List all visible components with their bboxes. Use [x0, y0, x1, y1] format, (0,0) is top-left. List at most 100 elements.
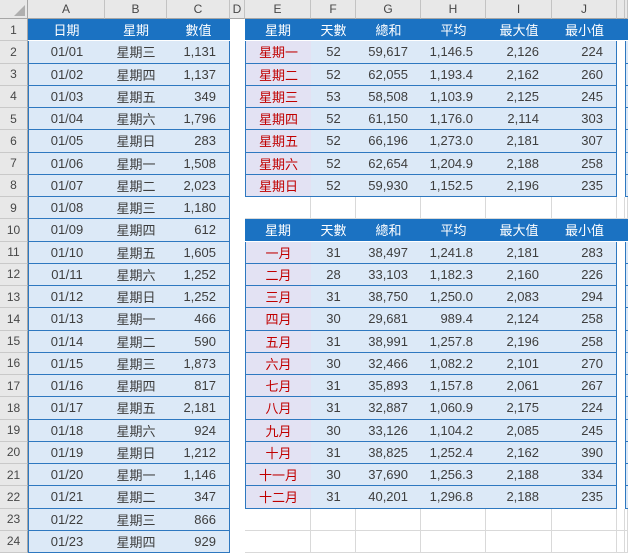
cell-G18[interactable]: 32,887	[356, 397, 421, 420]
cell-J13[interactable]: 294	[552, 286, 617, 309]
cell-C12[interactable]: 1,252	[167, 263, 230, 286]
cell-J12[interactable]: 226	[552, 263, 617, 286]
cell-H1[interactable]: 平均	[421, 19, 486, 42]
cell-H22[interactable]: 1,296.8	[421, 486, 486, 509]
cell-K14[interactable]	[617, 308, 625, 331]
cell-I14[interactable]: 2,124	[486, 308, 552, 331]
cell-I2[interactable]: 2,126	[486, 41, 552, 64]
cell-J7[interactable]: 258	[552, 152, 617, 175]
cell-C17[interactable]: 817	[167, 375, 230, 398]
cell-E5[interactable]: 星期四	[245, 108, 311, 131]
cell-K15[interactable]	[617, 330, 625, 353]
cell-B2[interactable]: 星期三	[105, 41, 167, 64]
cell-J15[interactable]: 258	[552, 330, 617, 353]
cell-A22[interactable]: 01/21	[28, 486, 105, 509]
cell-E24[interactable]	[245, 530, 311, 553]
cell-H6[interactable]: 1,273.0	[421, 130, 486, 153]
cell-J21[interactable]: 334	[552, 464, 617, 487]
cell-F22[interactable]: 31	[311, 486, 356, 509]
cell-F15[interactable]: 31	[311, 330, 356, 353]
cell-H14[interactable]: 989.4	[421, 308, 486, 331]
cell-G15[interactable]: 38,991	[356, 330, 421, 353]
cell-E13[interactable]: 三月	[245, 286, 311, 309]
cell-B4[interactable]: 星期五	[105, 85, 167, 108]
cell-A15[interactable]: 01/14	[28, 330, 105, 353]
row-header-17[interactable]: 17	[0, 375, 28, 398]
cell-L6[interactable]	[625, 130, 628, 153]
cell-J20[interactable]: 390	[552, 441, 617, 464]
cell-H3[interactable]: 1,193.4	[421, 63, 486, 86]
cell-L8[interactable]	[625, 174, 628, 197]
cell-J11[interactable]: 283	[552, 241, 617, 264]
cell-F16[interactable]: 30	[311, 352, 356, 375]
cell-F3[interactable]: 52	[311, 63, 356, 86]
row-header-16[interactable]: 16	[0, 352, 28, 375]
cell-D21[interactable]	[230, 464, 245, 487]
cell-D1[interactable]	[230, 19, 245, 42]
column-header-G[interactable]: G	[356, 0, 421, 19]
cell-J2[interactable]: 224	[552, 41, 617, 64]
cell-G11[interactable]: 38,497	[356, 241, 421, 264]
row-header-5[interactable]: 5	[0, 108, 28, 131]
cell-K11[interactable]	[617, 241, 625, 264]
cell-D2[interactable]	[230, 41, 245, 64]
row-header-18[interactable]: 18	[0, 397, 28, 420]
cell-H5[interactable]: 1,176.0	[421, 108, 486, 131]
cell-H16[interactable]: 1,082.2	[421, 352, 486, 375]
cell-C9[interactable]: 1,180	[167, 197, 230, 220]
column-header-F[interactable]: F	[311, 0, 356, 19]
cell-D17[interactable]	[230, 375, 245, 398]
cell-B19[interactable]: 星期六	[105, 419, 167, 442]
cell-J16[interactable]: 270	[552, 352, 617, 375]
cell-K21[interactable]	[617, 464, 625, 487]
cell-D18[interactable]	[230, 397, 245, 420]
cell-B3[interactable]: 星期四	[105, 63, 167, 86]
cell-D3[interactable]	[230, 63, 245, 86]
cell-B21[interactable]: 星期一	[105, 464, 167, 487]
cell-F23[interactable]	[311, 508, 356, 531]
cell-C2[interactable]: 1,131	[167, 41, 230, 64]
cell-G4[interactable]: 58,508	[356, 85, 421, 108]
cell-I16[interactable]: 2,101	[486, 352, 552, 375]
cell-H10[interactable]: 平均	[421, 219, 486, 242]
row-header-11[interactable]: 11	[0, 241, 28, 264]
cell-A6[interactable]: 01/05	[28, 130, 105, 153]
cell-F5[interactable]: 52	[311, 108, 356, 131]
cell-K12[interactable]	[617, 263, 625, 286]
cell-B9[interactable]: 星期三	[105, 197, 167, 220]
cell-B15[interactable]: 星期二	[105, 330, 167, 353]
cell-E4[interactable]: 星期三	[245, 85, 311, 108]
cell-B5[interactable]: 星期六	[105, 108, 167, 131]
cell-B1[interactable]: 星期	[105, 19, 167, 42]
cell-A12[interactable]: 01/11	[28, 263, 105, 286]
cell-D14[interactable]	[230, 308, 245, 331]
cell-K5[interactable]	[617, 108, 625, 131]
cell-B13[interactable]: 星期日	[105, 286, 167, 309]
cell-F19[interactable]: 30	[311, 419, 356, 442]
cell-G9[interactable]	[356, 197, 421, 220]
cell-J24[interactable]	[552, 530, 617, 553]
cell-A1[interactable]: 日期	[28, 19, 105, 42]
cell-H20[interactable]: 1,252.4	[421, 441, 486, 464]
cell-C15[interactable]: 590	[167, 330, 230, 353]
cell-A14[interactable]: 01/13	[28, 308, 105, 331]
cell-C24[interactable]: 929	[167, 530, 230, 553]
cell-F21[interactable]: 30	[311, 464, 356, 487]
row-header-9[interactable]: 9	[0, 197, 28, 220]
cell-E18[interactable]: 八月	[245, 397, 311, 420]
row-header-14[interactable]: 14	[0, 308, 28, 331]
cell-F10[interactable]: 天數	[311, 219, 356, 242]
cell-E2[interactable]: 星期一	[245, 41, 311, 64]
cell-B16[interactable]: 星期三	[105, 352, 167, 375]
cell-A5[interactable]: 01/04	[28, 108, 105, 131]
cell-B18[interactable]: 星期五	[105, 397, 167, 420]
cell-J9[interactable]	[552, 197, 617, 220]
cell-H15[interactable]: 1,257.8	[421, 330, 486, 353]
row-header-12[interactable]: 12	[0, 263, 28, 286]
cell-G19[interactable]: 33,126	[356, 419, 421, 442]
cell-A20[interactable]: 01/19	[28, 441, 105, 464]
cell-I9[interactable]	[486, 197, 552, 220]
cell-H7[interactable]: 1,204.9	[421, 152, 486, 175]
cell-K20[interactable]	[617, 441, 625, 464]
cell-E15[interactable]: 五月	[245, 330, 311, 353]
